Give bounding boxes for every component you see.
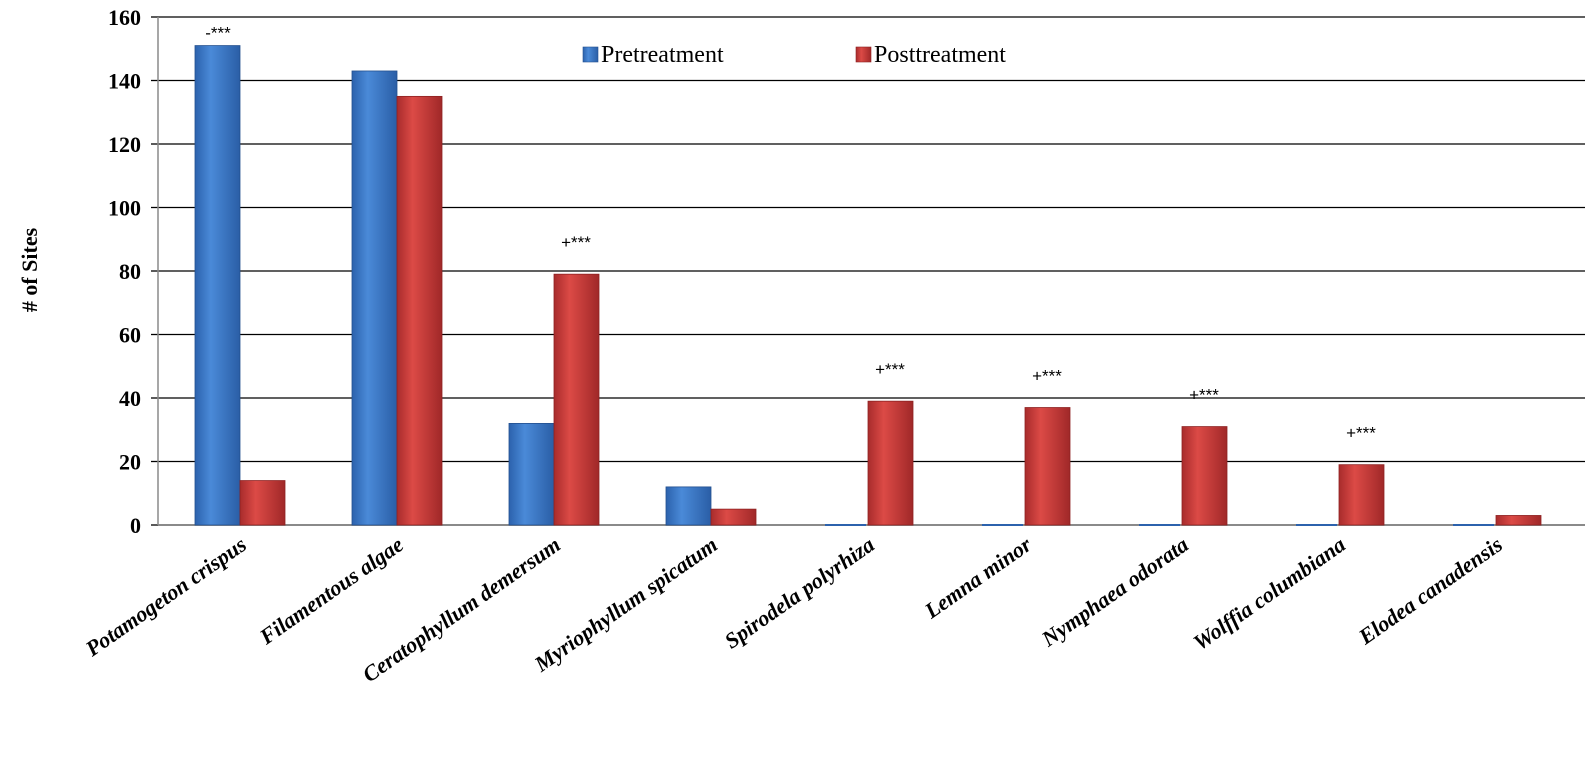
bars [194, 45, 1542, 526]
bar-posttreatment [867, 400, 914, 526]
category-label: Spirodela polyrhiza [720, 532, 879, 654]
significance-label: +*** [1189, 386, 1219, 405]
bar-posttreatment [396, 95, 443, 526]
category-label: Elodea canadensis [1353, 532, 1507, 650]
significance-label: +*** [1032, 367, 1062, 386]
legend-label: Posttreatment [874, 42, 1006, 68]
y-tick-label: 80 [119, 259, 141, 284]
y-tick-label: 140 [108, 69, 141, 94]
bar-posttreatment [239, 480, 286, 526]
category-label: Filamentous algae [254, 531, 408, 649]
bar-posttreatment [1495, 515, 1542, 526]
bar-posttreatment [1024, 407, 1071, 526]
category-labels: Potamogeton crispus Filamentous algaeCera… [80, 531, 1507, 687]
significance-label: +*** [561, 233, 591, 252]
category-label: Potamogeton crispus [80, 532, 251, 662]
bar-posttreatment [710, 508, 757, 526]
y-tick-label: 100 [108, 196, 141, 221]
bar-pretreatment [508, 422, 555, 526]
bar-pretreatment [665, 486, 712, 526]
category-label: Wolffia columbiana [1189, 532, 1350, 655]
y-tick-label: 0 [130, 513, 141, 538]
y-tick-label: 160 [108, 5, 141, 30]
bar-posttreatment [1181, 426, 1228, 526]
bar-pretreatment [351, 70, 398, 526]
bar-posttreatment [553, 273, 600, 526]
bar-pretreatment [194, 45, 241, 526]
significance-annotations: -*** +*** +*** +*** +*** +*** [205, 24, 1376, 443]
y-axis-label: # of Sites [17, 227, 42, 312]
legend-swatch [582, 46, 599, 63]
y-tick-label: 40 [119, 386, 141, 411]
y-tick-labels: 0 20 40 60 80 100 120 140 160 [108, 5, 141, 538]
legend-swatch [855, 46, 872, 63]
significance-label: +*** [1346, 424, 1376, 443]
category-label: Nymphaea odorata [1036, 532, 1193, 652]
legend-label: Pretreatment [601, 42, 724, 68]
significance-label: +*** [875, 360, 905, 379]
y-tick-label: 60 [119, 323, 141, 348]
bar-posttreatment [1338, 464, 1385, 526]
y-tick-label: 20 [119, 450, 141, 475]
category-label: Lemna minor [919, 531, 1036, 623]
legend: Pretreatment Posttreatment [582, 42, 1006, 68]
significance-label: -*** [205, 24, 231, 43]
y-tick-label: 120 [108, 132, 141, 157]
